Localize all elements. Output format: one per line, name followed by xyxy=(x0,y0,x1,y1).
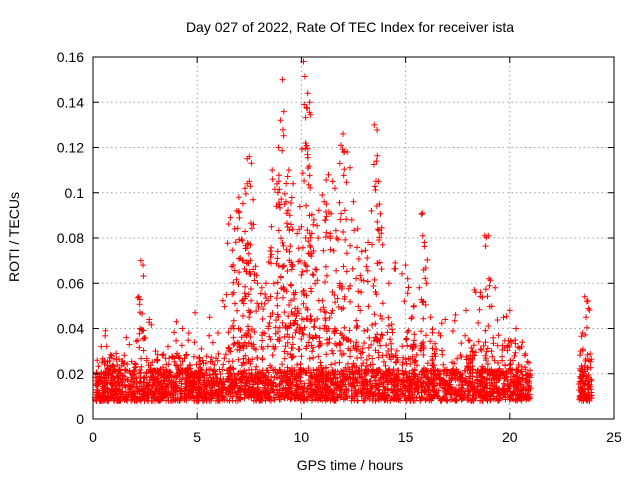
x-tick-label: 20 xyxy=(502,429,518,445)
y-axis-label: ROTI / TECUs xyxy=(6,192,22,282)
y-tick-label: 0 xyxy=(76,411,84,427)
y-tick-label: 0.04 xyxy=(57,321,84,337)
y-tick-label: 0.14 xyxy=(57,94,84,110)
y-tick-label: 0.12 xyxy=(57,140,84,156)
y-tick-label: 0.1 xyxy=(65,185,85,201)
y-tick-label: 0.02 xyxy=(57,366,84,382)
points-layer xyxy=(92,58,595,404)
ticks-layer: 0 5 10 15 20 25 0 0.02 0.04 0.06 0.08 0.1 0.12 0.14 0.… xyxy=(57,49,622,445)
x-tick-label: 0 xyxy=(89,429,97,445)
y-tick-label: 0.06 xyxy=(57,275,84,291)
y-tick-label: 0.16 xyxy=(57,49,84,65)
data-points xyxy=(92,58,595,404)
y-tick-label: 0.08 xyxy=(57,230,84,246)
x-tick-label: 15 xyxy=(398,429,414,445)
x-tick-label: 25 xyxy=(606,429,622,445)
x-tick-label: 5 xyxy=(193,429,201,445)
chart-title: Day 027 of 2022, Rate Of TEC Index for r… xyxy=(186,19,514,35)
x-axis-label: GPS time / hours xyxy=(297,457,404,473)
x-tick-label: 10 xyxy=(294,429,310,445)
